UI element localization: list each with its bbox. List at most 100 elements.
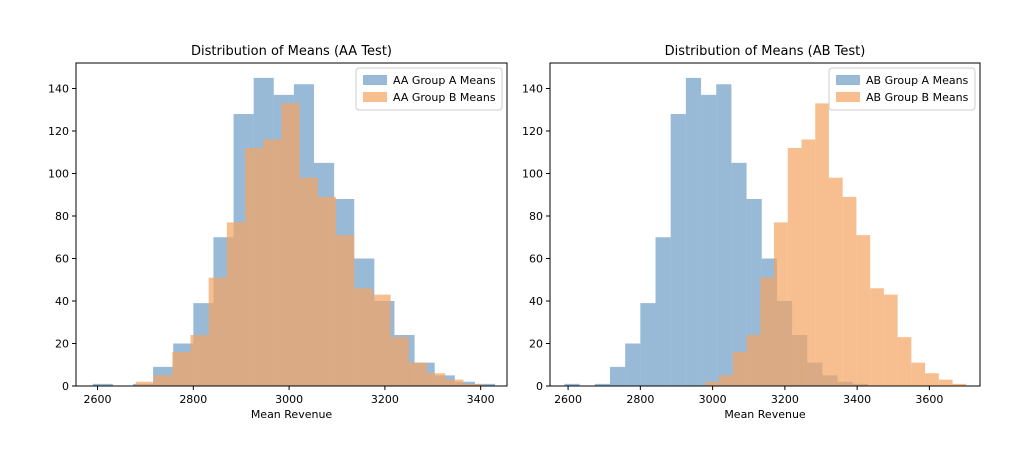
histogram-bar bbox=[190, 335, 209, 386]
histogram-bar bbox=[336, 235, 355, 386]
y-tick-label: 140 bbox=[48, 83, 69, 96]
histogram-bar bbox=[390, 337, 409, 386]
ab-test-histogram: Distribution of Means (AB Test) 2600 2800 3… bbox=[522, 44, 981, 421]
aa-test-histogram: Distribution of Means (AA Test) 2600 2800 3… bbox=[48, 44, 508, 421]
histogram-bar bbox=[842, 196, 857, 386]
legend-box bbox=[355, 67, 503, 111]
histogram-bar bbox=[774, 222, 788, 386]
histogram-bar bbox=[299, 177, 318, 386]
bars bbox=[92, 77, 496, 386]
histogram-bar bbox=[787, 148, 802, 386]
histogram-bar bbox=[594, 383, 610, 386]
legend-swatch bbox=[836, 92, 860, 102]
histogram-bar bbox=[716, 84, 732, 386]
histogram-bar bbox=[952, 383, 967, 386]
histogram-bar bbox=[263, 139, 282, 386]
legend-entry: AA Group B Means bbox=[393, 91, 496, 104]
histogram-bar bbox=[670, 114, 686, 386]
y-tick-label: 40 bbox=[529, 295, 543, 308]
histogram-bar bbox=[685, 77, 702, 386]
legend-entry: AB Group A Means bbox=[866, 74, 969, 87]
x-tick-label: 2800 bbox=[179, 393, 207, 406]
histogram-bar bbox=[92, 383, 113, 386]
y-tick-label: 20 bbox=[529, 338, 543, 351]
chart-title: Distribution of Means (AA Test) bbox=[191, 44, 392, 59]
histogram-bar bbox=[208, 277, 227, 386]
histogram-bar bbox=[760, 277, 775, 386]
y-tick-label: 80 bbox=[529, 210, 543, 223]
histogram-bar bbox=[801, 139, 816, 386]
x-tick-label: 2600 bbox=[554, 393, 582, 406]
x-tick-label: 3000 bbox=[699, 393, 727, 406]
histogram-bar bbox=[564, 383, 580, 386]
histogram-bar bbox=[732, 352, 747, 386]
chart-title: Distribution of Means (AB Test) bbox=[665, 44, 866, 59]
histogram-bar bbox=[408, 362, 428, 386]
y-tick-label: 140 bbox=[522, 83, 543, 96]
x-tick-label: 3400 bbox=[467, 393, 495, 406]
legend-swatch bbox=[363, 75, 387, 85]
plot-frame bbox=[549, 62, 981, 387]
histogram-bar bbox=[815, 103, 829, 386]
x-tick-label: 3600 bbox=[915, 393, 943, 406]
legend-entry: AB Group B Means bbox=[866, 91, 969, 104]
histogram-bar bbox=[938, 379, 953, 386]
histogram-bar bbox=[135, 381, 155, 386]
histogram-bar bbox=[317, 196, 337, 386]
y-tick-label: 60 bbox=[529, 253, 543, 266]
series-group-b bbox=[135, 103, 482, 386]
y-tick-label: 80 bbox=[55, 210, 69, 223]
y-tick-label: 40 bbox=[55, 295, 69, 308]
y-tick-label: 100 bbox=[48, 168, 69, 181]
plot-frame bbox=[75, 62, 508, 387]
histogram-bar bbox=[354, 288, 373, 386]
histogram-bar bbox=[911, 362, 926, 386]
histogram-bar bbox=[719, 375, 733, 386]
x-axis-label: Mean Revenue bbox=[724, 408, 806, 421]
histogram-bar bbox=[731, 162, 747, 386]
histogram-bar bbox=[372, 294, 391, 386]
histogram-bar bbox=[427, 373, 446, 386]
bars bbox=[564, 77, 967, 386]
x-tick-label: 2600 bbox=[84, 393, 112, 406]
histogram-bar bbox=[746, 335, 761, 386]
histogram-bar bbox=[625, 343, 641, 386]
histogram-bar bbox=[445, 379, 464, 386]
histogram-bar bbox=[701, 94, 717, 386]
legend: AA Group A Means AA Group B Means bbox=[355, 67, 503, 111]
y-tick-label: 60 bbox=[55, 253, 69, 266]
histogram-bar bbox=[870, 288, 884, 386]
histogram-bar bbox=[705, 381, 720, 386]
legend-swatch bbox=[836, 75, 860, 85]
histogram-bar bbox=[828, 177, 843, 386]
y-tick-label: 100 bbox=[522, 168, 543, 181]
x-tick-label: 2800 bbox=[626, 393, 654, 406]
x-axis-label: Mean Revenue bbox=[251, 408, 333, 421]
histogram-bar bbox=[856, 235, 871, 386]
histogram-bar bbox=[655, 237, 671, 386]
y-tick-label: 120 bbox=[522, 125, 543, 138]
histogram-bar bbox=[281, 103, 300, 386]
histogram-bar bbox=[172, 352, 191, 386]
x-tick-label: 3000 bbox=[275, 393, 303, 406]
series-group-b bbox=[705, 103, 967, 386]
legend-swatch bbox=[363, 92, 387, 102]
legend: AB Group A Means AB Group B Means bbox=[828, 67, 976, 111]
histogram-bar bbox=[154, 375, 173, 386]
histogram-bar bbox=[609, 366, 626, 386]
histogram-bar bbox=[925, 373, 939, 386]
y-tick-label: 20 bbox=[55, 338, 69, 351]
histogram-bar bbox=[897, 337, 912, 386]
histogram-bar bbox=[640, 303, 656, 386]
x-tick-label: 3200 bbox=[371, 393, 399, 406]
legend-entry: AA Group A Means bbox=[393, 74, 496, 87]
x-tick-label: 3400 bbox=[843, 393, 871, 406]
legend-box bbox=[828, 67, 976, 111]
histogram-bar bbox=[226, 222, 246, 386]
y-tick-label: 0 bbox=[536, 380, 543, 393]
histogram-bar bbox=[463, 383, 482, 386]
histogram-bar bbox=[883, 294, 898, 386]
histogram-bar bbox=[245, 148, 264, 386]
histogram-bar bbox=[474, 383, 496, 386]
